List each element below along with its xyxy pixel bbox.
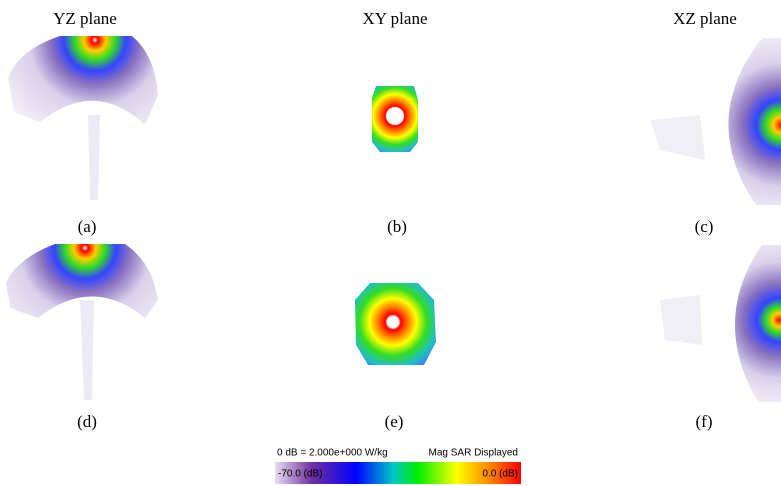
column-title: XZ plane [673, 9, 737, 28]
panel-label: (e) [385, 412, 404, 431]
sar-image [372, 86, 418, 152]
sar-image [355, 283, 436, 365]
panel-label: (f) [696, 412, 713, 431]
colorbar-min-label: -70.0 (dB) [278, 469, 322, 480]
sar-image [728, 38, 781, 205]
sar-image [88, 115, 100, 200]
colorbar-mode: Mag SAR Displayed [429, 448, 518, 459]
column-title: XY plane [363, 9, 428, 28]
colorbar-max-label: 0.0 (dB) [482, 469, 518, 480]
sar-image [660, 295, 702, 345]
figure: YZ plane XY plane XZ plane (a) (b) (c) (… [0, 0, 781, 486]
sar-image [8, 36, 158, 125]
column-title: YZ plane [53, 9, 117, 28]
panel-label: (d) [77, 412, 97, 431]
panel-label: (c) [695, 217, 714, 236]
sar-image [735, 245, 781, 402]
panel-label: (b) [387, 217, 407, 236]
sar-image [650, 115, 705, 160]
colorbar-reference: 0 dB = 2.000e+000 W/kg [277, 448, 388, 459]
panel-label: (a) [78, 217, 97, 236]
sar-image [80, 300, 94, 400]
